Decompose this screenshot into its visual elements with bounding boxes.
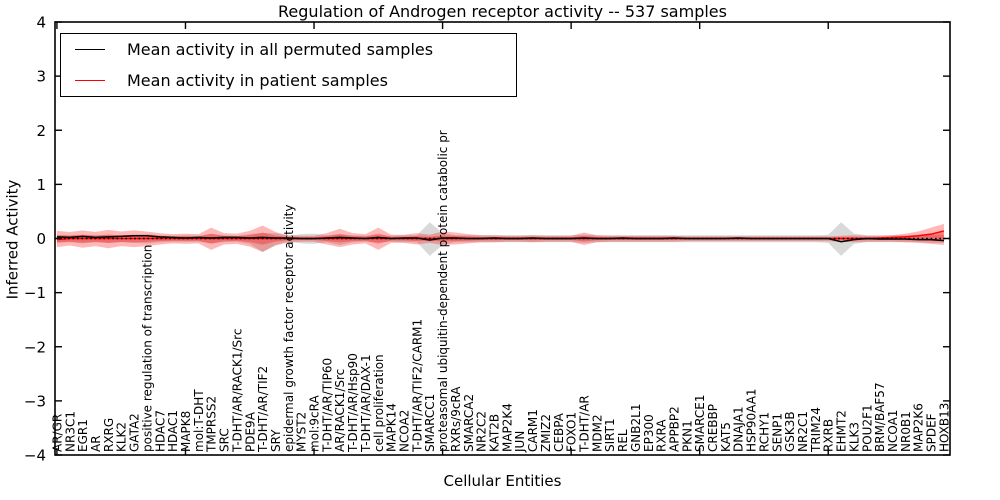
x-category-label: SMARCC1 <box>423 394 437 452</box>
x-category-label: REL <box>616 429 630 452</box>
x-category-label: CREBBP <box>706 404 720 452</box>
x-category-label: MAPK14 <box>385 403 399 452</box>
x-category-label: MAP2K6 <box>912 403 926 452</box>
x-category-label: JUN <box>513 431 527 453</box>
x-category-label: APPBP2 <box>667 406 681 452</box>
x-category-label: KLK2 <box>115 422 129 452</box>
x-category-label: NR3C1 <box>63 411 77 452</box>
y-tick-label: 1 <box>36 176 46 194</box>
x-category-label: EP300 <box>642 414 656 452</box>
legend-label: Mean activity in all permuted samples <box>127 40 434 59</box>
x-category-label: HSP90AA1 <box>745 388 759 452</box>
x-category-label: AR/GR <box>50 414 64 452</box>
x-category-label: SMARCA2 <box>462 394 476 452</box>
x-category-label: CEBPA <box>552 412 566 452</box>
y-tick-label: 0 <box>36 230 46 248</box>
x-category-label: RXRG <box>102 418 116 452</box>
x-category-label: MAPK8 <box>179 411 193 452</box>
x-category-label: GSK3B <box>783 411 797 452</box>
legend: Mean activity in all permuted samples Me… <box>60 33 517 97</box>
x-category-label: T-DHT/AR/RACK1/Src <box>230 329 244 453</box>
x-category-label: GNB2L1 <box>629 404 643 452</box>
y-tick-label: −3 <box>24 392 46 410</box>
x-category-label: PDE9A <box>243 411 257 452</box>
x-category-label: BRM/BAF57 <box>873 382 887 452</box>
x-category-label: T-DHT/AR/Hsp90 <box>346 353 360 453</box>
y-tick-label: −1 <box>24 284 46 302</box>
x-category-label: T-DHT/AR/TIP60 <box>320 358 334 453</box>
x-category-label: SMARCE1 <box>693 394 707 452</box>
legend-label: Mean activity in patient samples <box>127 71 388 90</box>
x-category-label: MDM2 <box>590 414 604 452</box>
x-category-label: positive regulation of transcription <box>140 245 154 452</box>
x-category-label: GATA2 <box>128 413 142 452</box>
x-category-label: NR2C2 <box>475 411 489 452</box>
x-category-label: KAT5 <box>719 422 733 452</box>
x-category-label: KAT2B <box>488 414 502 452</box>
x-category-label: RXRA <box>655 419 669 452</box>
x-category-label: HDAC7 <box>153 410 167 452</box>
x-category-label: T-DHT/AR/DAX-1 <box>359 354 373 453</box>
y-tick-label: −2 <box>24 338 46 356</box>
y-axis-label: Inferred Activity <box>3 179 22 300</box>
x-category-label: RCHY1 <box>757 412 771 452</box>
y-tick-label: −4 <box>24 447 46 465</box>
x-category-label: T-DHT/AR <box>577 395 591 453</box>
x-category-label: FOXO1 <box>565 412 579 452</box>
x-category-label: MAP2K4 <box>500 403 514 452</box>
x-category-label: HOXB13 <box>937 403 951 452</box>
x-category-label: T-DHT/AR/TIF2 <box>256 366 270 453</box>
x-category-label: CARM1 <box>526 409 540 452</box>
x-category-label: TRIM24 <box>809 407 823 453</box>
legend-item-permuted: Mean activity in all permuted samples <box>61 35 516 64</box>
x-category-label: KLK3 <box>847 422 861 452</box>
x-category-label: NCOA2 <box>398 410 412 452</box>
x-category-label: NR0B1 <box>899 411 913 452</box>
x-category-label: ZMIZ2 <box>539 414 553 452</box>
x-category-label: NR2C1 <box>796 411 810 452</box>
x-category-label: DNAJA1 <box>732 406 746 452</box>
x-category-label: POU2F1 <box>860 404 874 452</box>
x-category-label: AR <box>89 435 103 452</box>
x-category-label: EHMT2 <box>835 410 849 452</box>
x-category-label: epidermal growth factor receptor activit… <box>282 205 296 452</box>
y-tick-label: 2 <box>36 122 46 140</box>
x-category-label: mol:T-DHT <box>192 389 206 452</box>
legend-item-patient: Mean activity in patient samples <box>61 66 516 95</box>
x-category-label: RXRB <box>822 419 836 452</box>
x-category-label: NCOA1 <box>886 410 900 452</box>
x-category-label: mol:9cRA <box>308 395 322 452</box>
y-tick-label: 4 <box>36 14 46 32</box>
legend-line-sample-red <box>75 80 105 81</box>
x-category-label: T-DHT/AR/TIF2/CARM1 <box>410 319 424 453</box>
x-category-label: SPDEF <box>925 413 939 452</box>
x-category-label: SRY <box>269 429 283 452</box>
x-category-label: EGR1 <box>76 419 90 452</box>
x-axis-label: Cellular Entities <box>443 472 562 490</box>
x-category-label: cell proliferation <box>372 354 386 452</box>
legend-line-sample-black <box>75 49 105 50</box>
x-category-label: HDAC1 <box>166 410 180 452</box>
y-tick-label: 3 <box>36 68 46 86</box>
x-category-label: PKN1 <box>680 420 694 452</box>
chart-title: Regulation of Androgen receptor activity… <box>278 2 727 21</box>
x-category-label: SIRT1 <box>603 418 617 452</box>
x-category-label: SRC <box>218 428 232 452</box>
x-category-label: TMPRSS2 <box>205 396 219 453</box>
x-category-label: SENP1 <box>770 413 784 452</box>
x-category-label: proteasomal ubiquitin-dependent protein … <box>436 130 450 452</box>
x-category-label: MYST2 <box>295 412 309 452</box>
x-category-label: AR/RACK1/Src <box>333 369 347 452</box>
x-category-label: RXRs/9cRA <box>449 386 463 452</box>
